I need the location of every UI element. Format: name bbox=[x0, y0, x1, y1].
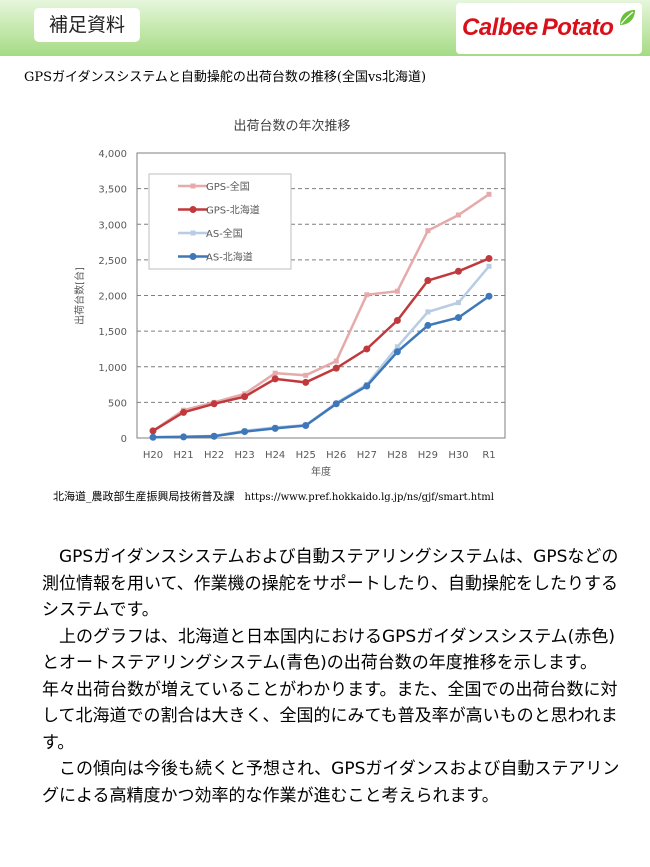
legend-box bbox=[148, 173, 292, 270]
data-point bbox=[393, 348, 401, 356]
data-point bbox=[485, 292, 493, 300]
data-point bbox=[332, 364, 340, 372]
x-tick-label: H24 bbox=[265, 450, 285, 461]
data-point bbox=[486, 263, 492, 269]
legend-marker bbox=[190, 183, 196, 189]
data-point bbox=[425, 228, 431, 234]
section-badge: 補足資料 bbox=[34, 8, 140, 42]
data-point bbox=[394, 288, 400, 294]
chart-title: 出荷台数の年次推移 bbox=[233, 118, 350, 134]
legend-marker bbox=[189, 253, 197, 260]
x-tick-label: H26 bbox=[326, 450, 346, 461]
y-tick-label: 500 bbox=[108, 398, 127, 409]
source-url: https://www.pref.hokkaido.lg.jp/ns/gjf/s… bbox=[244, 492, 494, 503]
data-point bbox=[455, 300, 461, 306]
y-tick-label: 1,500 bbox=[98, 327, 127, 338]
y-tick-label: 0 bbox=[121, 434, 127, 445]
data-point bbox=[393, 316, 401, 324]
data-point bbox=[241, 428, 249, 436]
source-citation: 北海道_農政部生産振興局技術普及課 https://www.pref.hokkai… bbox=[53, 488, 494, 504]
leaf-icon bbox=[620, 10, 635, 25]
y-tick-label: 2,000 bbox=[98, 292, 127, 303]
y-tick-label: 1,000 bbox=[98, 363, 127, 374]
y-tick-label: 4,000 bbox=[98, 149, 127, 160]
data-point bbox=[454, 314, 462, 322]
series-line bbox=[152, 295, 490, 439]
legend-marker bbox=[189, 206, 197, 213]
chart-series bbox=[149, 191, 493, 441]
data-point bbox=[210, 432, 218, 440]
x-tick-label: H29 bbox=[418, 450, 438, 461]
data-point bbox=[486, 191, 492, 197]
series-line bbox=[152, 265, 490, 439]
legend-label: GPS-全国 bbox=[206, 180, 250, 193]
body-paragraph-2: 上のグラフは、北海道と日本国内におけるGPSガイダンスシステム(赤色)とオートス… bbox=[42, 626, 618, 753]
x-tick-label: H30 bbox=[448, 450, 468, 461]
data-point bbox=[271, 424, 279, 432]
data-point bbox=[241, 393, 249, 401]
data-point bbox=[271, 375, 279, 383]
data-point bbox=[303, 372, 309, 378]
data-point bbox=[364, 292, 370, 298]
chart-legend: GPS-全国 GPS-北海道 AS-全国 AS-北海道 bbox=[148, 173, 292, 270]
data-point bbox=[332, 400, 340, 408]
legend-label: AS-北海道 bbox=[206, 251, 253, 264]
y-tick-label: 2,500 bbox=[98, 256, 127, 267]
logo-word-potato: Potato bbox=[541, 14, 614, 41]
data-point bbox=[302, 378, 310, 386]
data-point bbox=[180, 433, 188, 441]
data-point bbox=[149, 433, 157, 441]
data-point bbox=[363, 345, 371, 353]
series-line bbox=[152, 193, 490, 432]
body-paragraph-3: この傾向は今後も続くと予想され、GPSガイダンスおよび自動ステアリングによる高精… bbox=[42, 759, 620, 806]
x-tick-label: H25 bbox=[296, 450, 316, 461]
y-tick-label: 3,500 bbox=[98, 185, 127, 196]
legend-label: AS-全国 bbox=[206, 227, 243, 240]
legend-marker bbox=[190, 230, 196, 236]
data-point bbox=[302, 422, 310, 430]
x-tick-label: H28 bbox=[387, 450, 407, 461]
logo-word-calbee: Calbee bbox=[462, 14, 538, 41]
chart-axes: 0 500 1,000 1,500 2,000 2,500 3,000 3,500 4,000 H… bbox=[98, 149, 506, 461]
x-tick-label: H27 bbox=[357, 450, 377, 461]
body-paragraph-1: GPSガイダンスシステムおよび自動ステアリングシステムは、GPSなどの測位情報を… bbox=[42, 547, 619, 620]
data-point bbox=[424, 321, 432, 329]
data-point bbox=[210, 400, 218, 408]
x-tick-label: H23 bbox=[235, 450, 255, 461]
page-title: GPSガイダンスシステムと自動操舵の出荷台数の推移(全国vs北海道) bbox=[24, 70, 427, 85]
x-tick-label: H21 bbox=[173, 450, 193, 461]
data-point bbox=[455, 212, 461, 218]
data-point bbox=[485, 254, 493, 262]
y-axis-label: 出荷台数[台] bbox=[73, 267, 86, 325]
data-point bbox=[424, 277, 432, 285]
body-text: GPSガイダンスシステムおよび自動ステアリングシステムは、GPSなどの測位情報を… bbox=[42, 544, 620, 809]
x-tick-label: H20 bbox=[143, 450, 163, 461]
calbee-potato-logo: Calbee Potato bbox=[456, 3, 642, 54]
x-axis-label: 年度 bbox=[311, 465, 331, 478]
plot-frame bbox=[136, 152, 506, 439]
series-line bbox=[152, 257, 490, 432]
data-point bbox=[425, 309, 431, 315]
data-point bbox=[333, 358, 339, 364]
data-point bbox=[180, 408, 188, 416]
source-org: 北海道_農政部生産振興局技術普及課 bbox=[53, 490, 235, 503]
line-chart: 出荷台数の年次推移 0 500 1,000 1,500 2,000 2,500 3,000 3… bbox=[73, 118, 506, 478]
data-point bbox=[149, 427, 157, 435]
legend-label: GPS-北海道 bbox=[206, 204, 260, 217]
x-tick-label: H22 bbox=[204, 450, 224, 461]
data-point bbox=[272, 370, 278, 376]
data-point bbox=[394, 344, 400, 350]
data-point bbox=[363, 382, 371, 390]
logo-text: Calbee Potato bbox=[462, 14, 614, 42]
x-tick-label: R1 bbox=[482, 450, 495, 461]
data-point bbox=[454, 267, 462, 275]
y-tick-label: 3,000 bbox=[98, 220, 127, 231]
